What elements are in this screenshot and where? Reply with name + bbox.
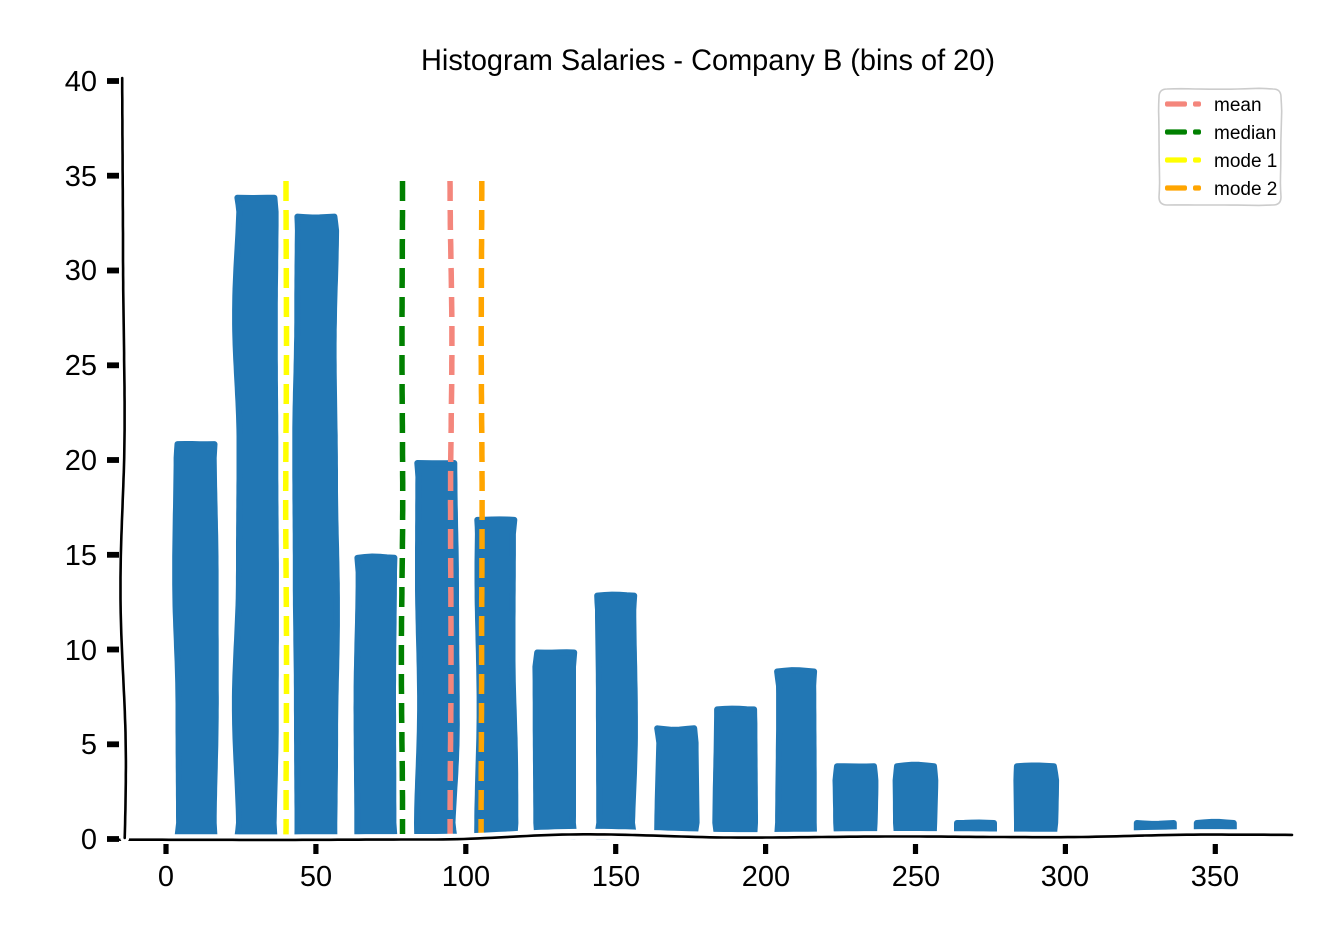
svg-text:15: 15 [65, 540, 97, 572]
svg-text:mean: mean [1214, 95, 1262, 116]
svg-text:5: 5 [81, 729, 97, 761]
svg-text:0: 0 [158, 861, 174, 893]
svg-text:250: 250 [892, 861, 940, 893]
svg-text:25: 25 [65, 350, 97, 382]
svg-text:100: 100 [442, 861, 490, 893]
svg-text:150: 150 [592, 861, 640, 893]
svg-text:30: 30 [65, 255, 97, 287]
svg-text:10: 10 [65, 635, 97, 667]
svg-text:mode 2: mode 2 [1214, 179, 1277, 200]
svg-text:Histogram Salaries - Company B: Histogram Salaries - Company B (bins of … [421, 44, 995, 77]
svg-text:35: 35 [65, 161, 97, 193]
svg-text:20: 20 [65, 445, 97, 477]
svg-text:50: 50 [300, 861, 332, 893]
svg-text:0: 0 [81, 824, 97, 856]
svg-text:mode 1: mode 1 [1214, 151, 1277, 172]
svg-text:200: 200 [742, 861, 790, 893]
svg-text:350: 350 [1191, 861, 1239, 893]
svg-text:300: 300 [1041, 861, 1089, 893]
svg-text:40: 40 [65, 66, 97, 98]
svg-text:median: median [1214, 123, 1276, 144]
